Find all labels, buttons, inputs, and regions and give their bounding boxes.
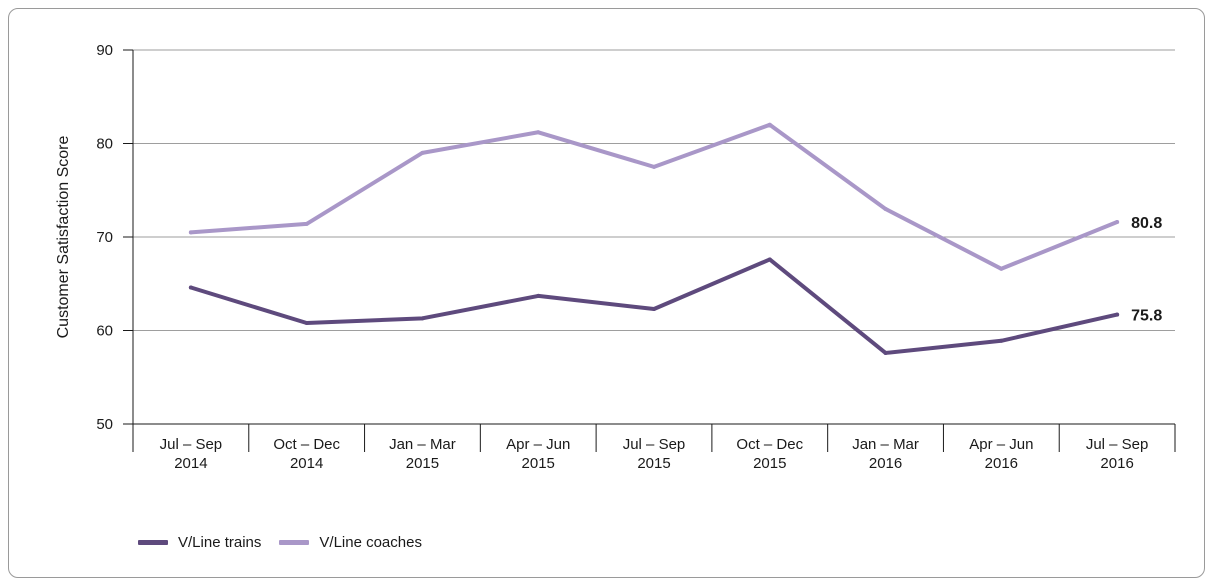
x-tick-label-year: 2016 xyxy=(869,455,902,472)
y-tick-labels: 50 60 70 80 90 xyxy=(96,42,133,433)
data-point-coaches xyxy=(304,221,309,226)
data-point-trains xyxy=(883,350,888,355)
y-tick-label: 50 xyxy=(96,416,113,433)
x-tick-label-year: 2016 xyxy=(1100,455,1133,472)
x-tick-label-period: Oct – Dec xyxy=(273,436,340,453)
y-tick-label: 70 xyxy=(96,229,113,246)
x-tick-label-period: Apr – Jun xyxy=(969,436,1033,453)
data-point-coaches xyxy=(652,164,656,169)
data-point-coaches xyxy=(883,206,888,211)
data-point-coaches xyxy=(420,150,425,155)
series-lines xyxy=(188,122,1120,355)
x-tick-label-period: Jul – Sep xyxy=(160,436,223,453)
series-line-trains xyxy=(188,257,1120,355)
x-tick-label-year: 2014 xyxy=(174,455,207,472)
legend-label-coaches: V/Line coaches xyxy=(319,534,422,551)
legend: V/Line trains V/Line coaches xyxy=(138,534,422,551)
x-tick-label-year: 2015 xyxy=(522,455,555,472)
x-tick-label-year: 2015 xyxy=(753,455,786,472)
data-point-trains xyxy=(999,338,1004,343)
y-axis-title: Customer Satisfaction Score xyxy=(55,136,72,339)
x-tick-label-year: 2016 xyxy=(985,455,1018,472)
data-point-coaches xyxy=(536,130,541,135)
data-point-coaches xyxy=(1115,220,1120,225)
data-point-trains xyxy=(652,306,656,311)
y-tick-label: 80 xyxy=(96,136,113,153)
data-point-coaches xyxy=(999,266,1004,271)
gridlines xyxy=(133,49,1175,331)
x-tick-label-year: 2014 xyxy=(290,455,323,472)
x-tick-labels: Jul – Sep 2014 Oct – Dec 2014 Jan – Mar 2015 A… xyxy=(132,424,1176,472)
x-tick-label-year: 2015 xyxy=(406,455,439,472)
series-line-coaches xyxy=(188,122,1120,271)
data-point-trains xyxy=(420,316,425,321)
x-tick-label-period: Jan – Mar xyxy=(389,436,456,453)
data-point-trains xyxy=(304,321,309,326)
x-tick-label-period: Jul – Sep xyxy=(1086,436,1149,453)
x-tick-label-period: Oct – Dec xyxy=(736,436,803,453)
x-tick-label-period: Apr – Jun xyxy=(506,436,570,453)
data-point-coaches xyxy=(188,230,193,235)
legend-swatch-coaches xyxy=(279,540,310,545)
x-tick-label-year: 2015 xyxy=(637,455,670,472)
data-point-coaches xyxy=(767,122,772,127)
legend-label-trains: V/Line trains xyxy=(178,534,262,551)
data-point-trains xyxy=(1115,312,1120,317)
end-labels: 80.8 75.8 xyxy=(1131,215,1162,325)
x-tick-label-period: Jul – Sep xyxy=(623,436,686,453)
legend-item-trains: V/Line trains xyxy=(138,534,261,551)
end-label-trains: 75.8 xyxy=(1131,308,1162,325)
data-point-trains xyxy=(188,285,193,290)
data-point-trains xyxy=(536,293,541,298)
y-tick-label: 90 xyxy=(96,42,113,59)
data-point-trains xyxy=(767,257,772,262)
legend-item-coaches: V/Line coaches xyxy=(279,534,422,551)
legend-swatch-trains xyxy=(138,540,168,545)
y-tick-label: 60 xyxy=(96,323,113,340)
end-label-coaches: 80.8 xyxy=(1131,215,1162,232)
x-tick-label-period: Jan – Mar xyxy=(852,436,919,453)
